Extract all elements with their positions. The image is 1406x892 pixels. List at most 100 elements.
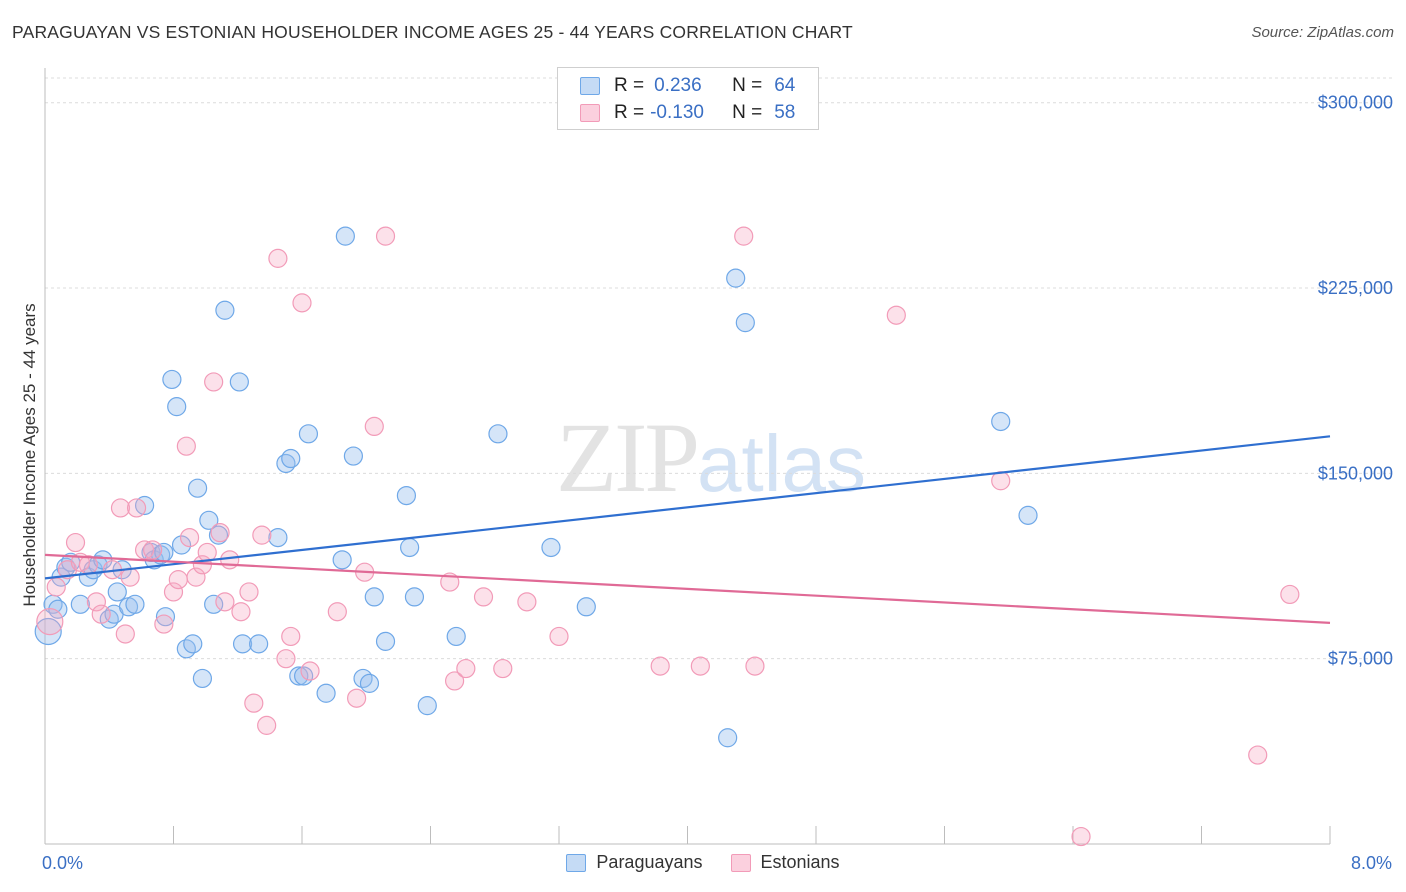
estonians-point bbox=[204, 372, 224, 392]
watermark-zip: ZIP bbox=[556, 402, 700, 513]
paraguayans-point bbox=[204, 594, 224, 614]
estonians-point bbox=[154, 614, 174, 634]
estonians-point bbox=[549, 626, 569, 647]
chart-legend: Paraguayans Estonians bbox=[0, 852, 1406, 873]
watermark: ZIPatlas bbox=[556, 400, 866, 515]
estonians-point bbox=[1071, 826, 1091, 847]
paraguayans-point bbox=[48, 599, 68, 619]
paraguayans-point bbox=[576, 597, 596, 617]
paraguayans-point bbox=[375, 631, 396, 651]
paraguayans-point bbox=[93, 550, 113, 570]
data-points bbox=[34, 226, 1300, 847]
stats-r-label: R = bbox=[614, 102, 645, 123]
paraguayans-point bbox=[343, 446, 363, 466]
estonians-point bbox=[244, 693, 264, 713]
estonians-point bbox=[163, 582, 184, 602]
paraguayans-swatch-icon bbox=[580, 77, 600, 95]
paraguayans-point bbox=[718, 728, 738, 748]
estonians-point bbox=[347, 688, 367, 708]
estonians-point bbox=[46, 577, 66, 597]
estonians-point bbox=[252, 525, 272, 545]
paraguayans-point bbox=[34, 617, 62, 646]
paraguayans-point bbox=[162, 369, 182, 390]
estonians-point bbox=[1248, 745, 1268, 765]
paraguayans-point bbox=[183, 634, 203, 654]
paraguayans-point bbox=[289, 666, 309, 686]
correlation-stats-box: R = 0.236 N = 64 R = -0.130 N = 58 bbox=[557, 67, 819, 130]
paraguayans-point bbox=[249, 634, 269, 654]
estonians-point bbox=[690, 656, 710, 676]
estonians-point bbox=[292, 293, 312, 313]
estonians-point bbox=[444, 671, 465, 691]
estonians-point bbox=[650, 656, 670, 676]
estonians-point bbox=[220, 550, 240, 570]
estonians-point bbox=[215, 592, 235, 612]
paraguayans-point bbox=[400, 537, 420, 558]
estonians-swatch-icon bbox=[580, 104, 600, 122]
x-tick-label-max: 8.0% bbox=[1350, 853, 1392, 873]
paraguayans-point bbox=[134, 495, 155, 516]
estonians-point bbox=[281, 626, 301, 647]
paraguayans-point bbox=[488, 424, 508, 444]
paraguayans-point bbox=[353, 668, 373, 689]
estonians-point bbox=[364, 416, 384, 437]
paraguayans-point bbox=[364, 587, 384, 607]
y-tick-label: $150,000 bbox=[1318, 463, 1393, 483]
paraguayans-point bbox=[176, 639, 196, 659]
estonians-point bbox=[168, 570, 188, 590]
estonians-point bbox=[143, 540, 163, 560]
estonians-point bbox=[36, 608, 64, 636]
paraguayans-point bbox=[70, 594, 90, 614]
estonians-point bbox=[456, 658, 476, 679]
stats-n-value: 58 bbox=[774, 102, 796, 123]
paraguayans-point bbox=[298, 424, 319, 444]
y-tick-label: $300,000 bbox=[1318, 93, 1393, 113]
estonians-point bbox=[517, 592, 537, 612]
estonians-point bbox=[493, 658, 513, 679]
estonians-point bbox=[231, 602, 251, 622]
paraguayans-point bbox=[232, 634, 253, 654]
legend-item-estonians[interactable]: Estonians bbox=[730, 852, 840, 873]
estonians-point bbox=[115, 624, 135, 644]
paraguayans-trend-line bbox=[44, 435, 1331, 580]
estonians-point bbox=[239, 582, 259, 602]
chart-title: PARAGUAYAN VS ESTONIAN HOUSEHOLDER INCOM… bbox=[12, 22, 853, 42]
paraguayans-point bbox=[417, 696, 437, 716]
estonians-point bbox=[276, 649, 296, 669]
estonians-point bbox=[110, 498, 131, 518]
paraguayans-point bbox=[541, 537, 561, 558]
estonians-point bbox=[91, 604, 111, 624]
gridlines bbox=[45, 77, 1392, 660]
legend-item-paraguayans[interactable]: Paraguayans bbox=[566, 852, 703, 873]
paraguayans-point bbox=[192, 668, 213, 689]
paraguayans-point bbox=[215, 300, 235, 320]
paraguayans-point bbox=[294, 666, 314, 686]
estonians-point bbox=[86, 592, 107, 612]
estonians-point bbox=[268, 248, 288, 268]
estonians-point bbox=[300, 661, 320, 681]
estonians-point bbox=[745, 656, 765, 676]
paraguayans-point bbox=[187, 478, 208, 498]
paraguayans-point bbox=[155, 607, 176, 627]
paraguayans-point bbox=[281, 448, 301, 469]
paraguayans-point bbox=[359, 673, 380, 693]
paraguayans-point bbox=[396, 485, 417, 506]
legend-label-paraguayans: Paraguayans bbox=[596, 852, 703, 872]
stats-n-label: N = bbox=[732, 102, 763, 123]
paraguayans-point bbox=[229, 372, 249, 392]
estonians-point bbox=[186, 567, 206, 587]
x-tick-label-min: 0.0% bbox=[42, 853, 84, 873]
estonians-point bbox=[886, 305, 906, 325]
paraguayans-point bbox=[446, 626, 466, 647]
stats-row-paraguayans: R = 0.236 N = 64 bbox=[558, 74, 795, 98]
watermark-atlas: atlas bbox=[697, 419, 866, 508]
y-tick-label: $225,000 bbox=[1318, 278, 1393, 298]
estonians-point bbox=[375, 226, 396, 246]
estonians-point bbox=[327, 602, 347, 622]
paraguayans-point bbox=[991, 411, 1011, 432]
stats-n-value: 64 bbox=[774, 75, 796, 96]
estonians-point bbox=[120, 567, 140, 587]
estonians-point bbox=[126, 498, 147, 518]
stats-r-value: 0.236 bbox=[654, 75, 702, 96]
paraguayans-point bbox=[332, 550, 352, 570]
